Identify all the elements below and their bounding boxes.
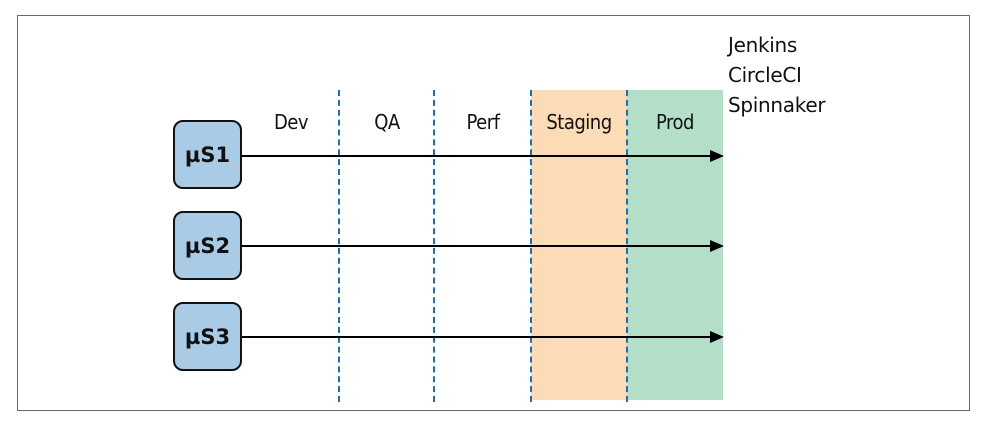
pipeline-arrow-3 <box>242 336 712 338</box>
arrow-head-2 <box>710 240 724 252</box>
microservice-box-1: µS1 <box>173 120 242 189</box>
arrow-head-3 <box>710 331 724 343</box>
tool-spinnaker: Spinnaker <box>728 93 826 117</box>
pipeline-arrow-1 <box>242 155 712 157</box>
tool-circleci: CircleCI <box>728 63 802 87</box>
stage-label-prod: Prod <box>656 110 694 134</box>
stage-label-perf: Perf <box>466 110 500 134</box>
stage-label-qa: QA <box>374 110 400 134</box>
microservice-box-3: µS3 <box>173 302 242 371</box>
arrow-head-1 <box>710 150 724 162</box>
stage-label-staging: Staging <box>546 110 612 134</box>
tool-jenkins: Jenkins <box>728 33 798 57</box>
microservice-box-2: µS2 <box>173 211 242 280</box>
diagram-frame <box>17 15 970 411</box>
pipeline-arrow-2 <box>242 245 712 247</box>
stage-label-dev: Dev <box>273 110 309 134</box>
ci-tools-list: Jenkins CircleCI Spinnaker <box>728 30 826 120</box>
